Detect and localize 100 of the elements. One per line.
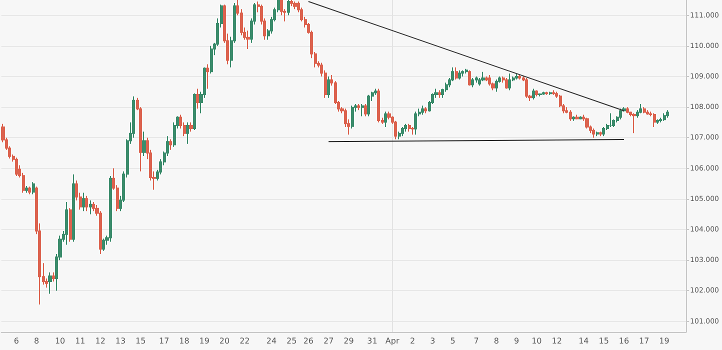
x-tick-label: 18 — [179, 336, 190, 346]
candlestick — [196, 88, 199, 110]
x-tick-label: 19 — [199, 336, 210, 346]
candlestick — [508, 72, 511, 91]
candlestick — [465, 68, 468, 74]
candlestick — [646, 110, 649, 116]
candlestick — [293, 1, 297, 10]
candlestick — [327, 76, 330, 98]
candlestick — [69, 208, 72, 242]
candlestick — [384, 111, 387, 128]
candlestick — [525, 78, 528, 98]
candlestick — [408, 123, 411, 132]
candlestick — [458, 70, 461, 80]
candlestick — [599, 131, 602, 137]
x-tick-label: 10 — [54, 336, 66, 346]
candlestick — [663, 112, 666, 122]
candlestick — [351, 105, 354, 130]
x-tick-label: 12 — [552, 336, 562, 346]
candlestick — [602, 126, 605, 137]
x-tick-label: 5 — [450, 336, 456, 346]
candlestick — [585, 117, 589, 130]
x-tick-label: 17 — [639, 336, 650, 346]
candlestick — [357, 104, 360, 111]
candlestick — [643, 106, 646, 114]
candlestick — [639, 104, 642, 114]
candlestick — [626, 106, 629, 114]
x-tick-label: 15 — [136, 336, 146, 346]
x-tick-label: 19 — [659, 336, 670, 346]
candlestick — [468, 70, 471, 86]
candlestick — [549, 91, 552, 96]
candlestick — [488, 74, 491, 86]
candlestick — [481, 71, 485, 82]
x-tick-label: 2 — [410, 336, 416, 346]
candlestick — [656, 118, 659, 124]
candlestick — [545, 91, 548, 96]
candlestick — [552, 90, 555, 96]
candlestick — [48, 272, 52, 294]
candlestick — [206, 64, 209, 90]
candlestick — [632, 112, 636, 134]
candlestick — [387, 111, 391, 120]
candlestick — [398, 131, 401, 140]
candlestick — [475, 76, 478, 84]
candlestick — [25, 186, 28, 194]
candlestick — [485, 76, 488, 82]
x-tick-label: 16 — [618, 336, 630, 346]
candlestick — [404, 123, 407, 132]
x-tick-label: 6 — [14, 336, 19, 346]
candlestick — [569, 110, 572, 122]
x-tick-label: 8 — [34, 336, 40, 346]
x-tick-label: 26 — [303, 336, 314, 346]
candlestick — [575, 114, 579, 120]
x-tick-label: 22 — [240, 336, 250, 346]
candlestick — [290, 0, 293, 7]
x-tick-label: 29 — [344, 336, 354, 346]
candlestick — [515, 72, 518, 80]
x-tick-label: 12 — [95, 336, 106, 346]
candlestick — [424, 106, 427, 114]
candlestick — [596, 131, 599, 137]
candlestick — [653, 112, 656, 128]
candlestick — [535, 90, 538, 97]
x-tick-label: 9 — [514, 336, 520, 346]
candlestick — [455, 66, 458, 80]
x-tick-label: 25 — [286, 336, 297, 346]
candlestick — [82, 192, 85, 212]
candlestick — [659, 117, 662, 123]
candlestick — [666, 110, 669, 118]
x-tick-label: 10 — [532, 336, 542, 346]
candlestick — [52, 272, 55, 282]
candlestick — [102, 238, 105, 252]
candlestick — [246, 30, 250, 50]
candlestick — [572, 116, 575, 122]
candlestick — [579, 116, 582, 120]
candlestick — [414, 111, 417, 136]
candlestick — [28, 186, 31, 195]
x-tick-label: 17 — [159, 336, 170, 346]
x-tick-label: 24 — [266, 336, 277, 346]
candlestick — [15, 157, 18, 176]
candlestick — [542, 91, 545, 96]
candlestick — [471, 78, 474, 88]
candlestick — [411, 126, 414, 136]
candlestick — [461, 70, 464, 77]
x-tick-label: 3 — [430, 336, 436, 346]
candlestick — [361, 104, 364, 117]
candlestick — [532, 88, 535, 100]
candlestick — [189, 122, 193, 132]
x-tick-label: 8 — [494, 336, 499, 346]
candlestick — [609, 112, 612, 128]
x-tick-label: Apr — [385, 336, 400, 346]
x-tick-label: 7 — [474, 336, 479, 346]
candlestick — [92, 201, 95, 212]
candlestick — [364, 104, 367, 117]
candlestick — [287, 0, 290, 16]
candlestick — [377, 88, 380, 123]
candlestick — [367, 94, 370, 117]
candlestick — [85, 195, 88, 212]
x-tick-label: 13 — [115, 336, 126, 346]
candlestick — [210, 45, 213, 74]
candlestick — [495, 79, 498, 92]
candlestick — [142, 131, 146, 157]
x-tick-label: 31 — [367, 336, 378, 346]
